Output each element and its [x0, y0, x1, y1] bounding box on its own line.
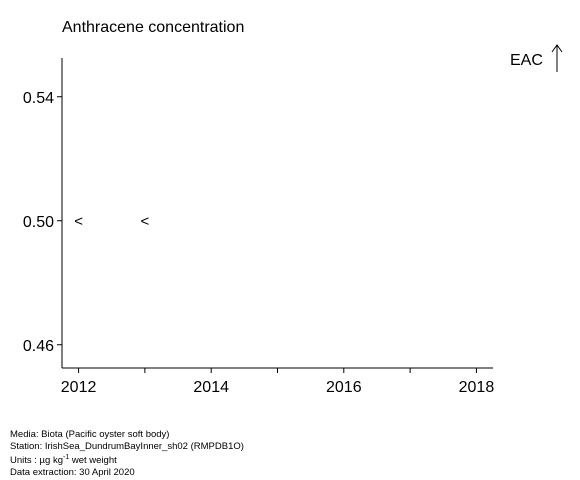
eac-arrow-head: [551, 44, 563, 53]
footer-station: Station: IrishSea_DundrumBayInner_sh02 (…: [10, 440, 244, 452]
data-point-marker: <: [74, 213, 83, 230]
chart-footer: Media: Biota (Pacific oyster soft body) …: [10, 429, 244, 478]
y-axis-ticks: 0.46 0.50 0.54: [23, 90, 62, 355]
data-points: < <: [74, 213, 149, 230]
data-point-marker: <: [141, 213, 150, 230]
y-tick-label: 0.54: [23, 90, 54, 107]
footer-extraction: Data extraction: 30 April 2020: [10, 466, 135, 478]
x-tick-label: 2014: [193, 379, 229, 396]
y-tick-label: 0.46: [23, 338, 54, 355]
y-tick-label: 0.50: [23, 214, 54, 231]
x-tick-label: 2016: [326, 379, 362, 396]
x-axis-ticks: 2012 2014 2016 2018: [61, 368, 495, 396]
eac-label: EAC: [510, 52, 543, 69]
footer-media: Media: Biota (Pacific oyster soft body): [10, 429, 170, 440]
x-tick-label: 2012: [61, 379, 97, 396]
eac-arrow-icon: [551, 44, 563, 72]
chart-title: Anthracene concentration: [62, 19, 245, 36]
x-tick-label: 2018: [459, 379, 495, 396]
footer-units: Units : µg kg-1 wet weight: [10, 454, 117, 467]
axes: [61, 58, 493, 369]
